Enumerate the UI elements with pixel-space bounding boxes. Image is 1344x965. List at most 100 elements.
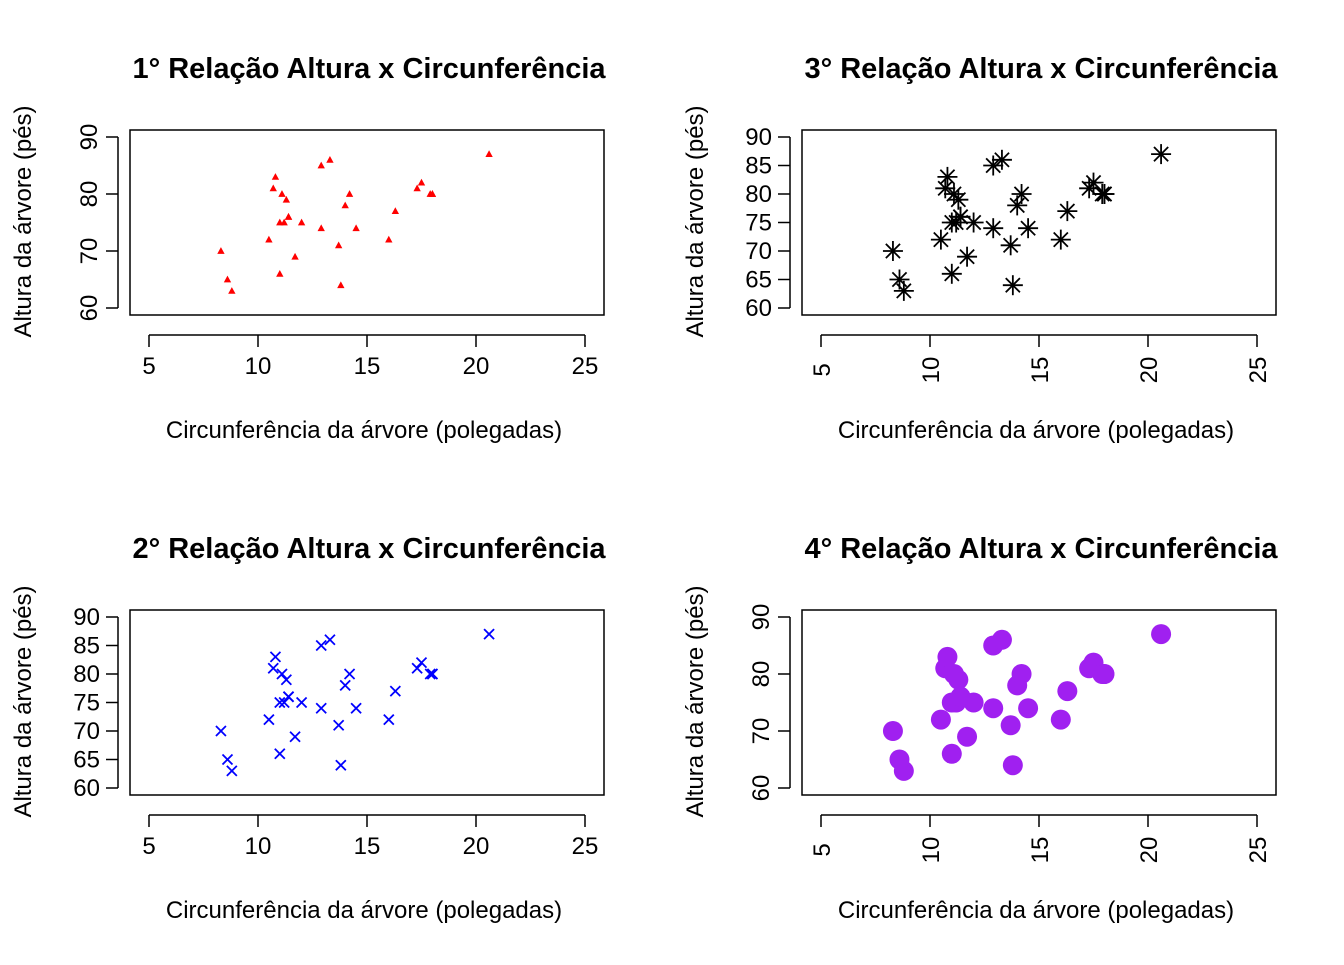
y-axis-label: Altura da árvore (pés): [10, 585, 37, 817]
data-point: [930, 709, 951, 730]
data-point: [276, 668, 288, 680]
chart-title: 1° Relação Altura x Circunferência: [132, 53, 606, 85]
data-point: [350, 702, 362, 714]
data-point: [485, 150, 493, 158]
y-tick-label: 80: [748, 661, 775, 688]
x-tick-label: 15: [354, 833, 381, 860]
x-tick-label: 10: [918, 837, 945, 864]
scatter-points: [217, 150, 493, 294]
data-point: [1050, 709, 1071, 730]
plot-frame: [801, 609, 1277, 796]
data-point: [223, 275, 232, 283]
data-point: [339, 679, 351, 692]
data-point: [941, 263, 962, 284]
x-tick-label: 5: [142, 833, 155, 860]
y-tick-label: 60: [748, 775, 775, 802]
data-point: [1002, 275, 1023, 296]
y-tick-label: 85: [745, 153, 772, 180]
data-point: [265, 235, 273, 243]
y-axis-label: Altura da árvore (pés): [10, 105, 37, 337]
x-tick-label: 20: [1136, 357, 1163, 384]
data-point: [1050, 229, 1071, 250]
data-point: [411, 662, 423, 674]
y-tick-label: 60: [76, 295, 103, 322]
data-point: [282, 691, 295, 703]
data-point: [893, 280, 914, 301]
y-tick-label: 70: [745, 238, 772, 265]
x-tick-label: 20: [1136, 837, 1163, 864]
data-point: [217, 247, 225, 254]
data-point: [317, 224, 325, 232]
scatter-points: [215, 628, 495, 777]
data-point: [930, 229, 951, 250]
data-point: [337, 281, 345, 289]
x-tick-label: 25: [1245, 357, 1272, 384]
data-point: [937, 166, 958, 187]
data-point: [1151, 624, 1172, 645]
chart-panel-1: 1° Relação Altura x Circunferência 5 10 15 2…: [10, 53, 606, 444]
data-point: [324, 634, 336, 646]
data-point: [284, 212, 293, 220]
data-point: [278, 696, 290, 709]
data-point: [391, 207, 400, 215]
plot-frame: [801, 129, 1277, 316]
data-point: [274, 696, 286, 709]
data-point: [415, 656, 428, 669]
data-point: [226, 765, 238, 777]
data-point: [1151, 144, 1172, 165]
y-tick-label: 70: [76, 238, 103, 265]
scatter-points: [882, 624, 1172, 781]
data-point: [326, 155, 334, 163]
data-point: [1057, 681, 1078, 702]
data-point: [946, 212, 967, 233]
data-point: [267, 662, 279, 674]
data-point: [352, 224, 360, 232]
data-point: [280, 218, 288, 226]
data-point: [983, 218, 1004, 239]
data-point: [228, 287, 236, 294]
data-point: [221, 753, 234, 766]
data-point: [291, 252, 299, 260]
data-point: [276, 218, 284, 226]
x-tick-label: 15: [1027, 837, 1054, 864]
data-point: [383, 713, 395, 726]
data-point: [215, 725, 227, 737]
x-tick-label: 5: [809, 363, 836, 376]
data-point: [274, 748, 286, 760]
data-point: [269, 184, 277, 192]
data-point: [271, 173, 280, 180]
data-point: [297, 218, 306, 226]
data-point: [1094, 184, 1115, 204]
data-point: [278, 190, 286, 197]
x-axis-label: Circunferência da árvore (polegadas): [166, 417, 562, 444]
y-axis-label: Altura da árvore (pés): [682, 585, 709, 817]
data-point: [1002, 755, 1023, 776]
x-tick-label: 15: [354, 353, 381, 380]
x-axis-label: Circunferência da árvore (polegadas): [838, 417, 1234, 444]
x-tick-label: 25: [1245, 837, 1272, 864]
x-tick-label: 20: [463, 353, 490, 380]
x-tick-label: 10: [918, 357, 945, 384]
data-point: [1000, 235, 1021, 256]
data-point: [424, 668, 436, 680]
data-point: [1011, 184, 1032, 204]
y-tick-label: 65: [73, 747, 100, 774]
chart-title: 3° Relação Altura x Circunferência: [804, 53, 1278, 85]
chart-title: 4° Relação Altura x Circunferência: [804, 533, 1278, 565]
y-tick-label: 75: [745, 210, 772, 237]
data-point: [1011, 664, 1032, 684]
data-point: [983, 698, 1004, 719]
chart-panel-2: 3° Relação Altura x Circunferência 5 10 15 2…: [682, 53, 1278, 444]
y-tick-label: 70: [73, 718, 100, 745]
data-point: [289, 731, 301, 743]
x-tick-label: 15: [1027, 357, 1054, 384]
y-tick-label: 90: [73, 604, 100, 631]
x-tick-label: 10: [245, 833, 272, 860]
data-point: [963, 212, 984, 233]
data-point: [389, 685, 401, 697]
data-point: [948, 669, 969, 690]
x-tick-label: 25: [572, 353, 599, 380]
